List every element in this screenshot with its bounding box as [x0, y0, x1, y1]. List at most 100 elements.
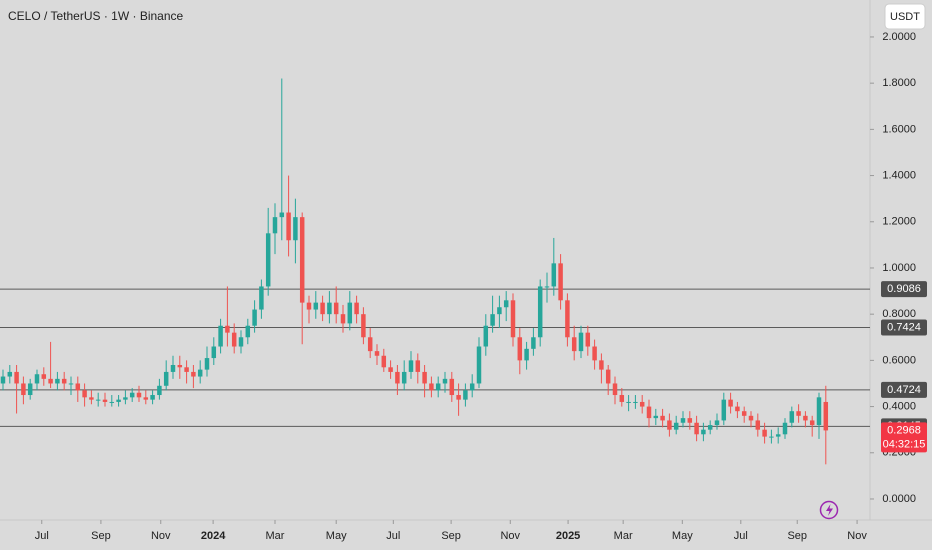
candle-body [286, 212, 291, 241]
candle-body [14, 371, 19, 384]
last-price-label: 0.2968 [887, 424, 921, 436]
candle-body [653, 415, 659, 419]
candle-body [306, 302, 312, 310]
candle-body [633, 401, 638, 403]
candle-body [592, 346, 597, 361]
candle-body [320, 302, 325, 315]
currency-button[interactable] [884, 3, 926, 30]
candle-body [252, 309, 257, 326]
candle-body [279, 212, 285, 218]
candle-body [238, 337, 244, 347]
candle-body [762, 429, 767, 437]
candle-body [75, 383, 81, 391]
candle-body [503, 300, 509, 308]
candle-body [449, 378, 455, 396]
x-tick-label: Mar [614, 530, 633, 542]
candle-body [463, 390, 468, 400]
chart-title: CELO / TetherUS · 1W · Binance [8, 9, 184, 23]
candle-body [150, 395, 155, 400]
candle-body [571, 337, 577, 352]
candle-body [714, 420, 720, 426]
currency-button-label[interactable]: USDT [890, 11, 920, 23]
candle-body [517, 337, 523, 361]
candle-body [823, 401, 829, 431]
x-tick-label: 2024 [201, 530, 226, 542]
candle-body [211, 346, 217, 359]
y-tick-label: 0.6000 [882, 354, 916, 366]
x-tick-label: Jul [35, 530, 49, 542]
candle-body [585, 332, 591, 347]
candle-body [89, 397, 94, 400]
candle-body [599, 360, 604, 370]
candle-body [21, 383, 26, 396]
candle-body [41, 374, 47, 379]
candle-body [673, 422, 679, 430]
candle-body [469, 383, 475, 391]
candle-body [0, 376, 6, 384]
candle-body [109, 401, 115, 403]
candle-body [163, 371, 169, 386]
candle-body [68, 383, 74, 385]
candle-body [218, 325, 223, 347]
candle-body [735, 406, 740, 412]
candle-body [701, 429, 706, 435]
candle-body [245, 325, 251, 338]
candle-body [789, 411, 795, 423]
candle-body [327, 302, 332, 315]
price-line-label-box [881, 381, 927, 398]
x-tick-label: Nov [500, 530, 520, 542]
candle-body [354, 302, 359, 315]
candle-body [361, 314, 366, 338]
x-tick-label: Nov [151, 530, 171, 542]
candle-body [687, 418, 693, 423]
candle-body [129, 392, 135, 398]
candle-body [816, 397, 822, 426]
candle-body [7, 371, 13, 377]
candle-body [422, 371, 427, 384]
candle-body [435, 383, 441, 391]
x-tick-label: Jul [386, 530, 400, 542]
candle-body [524, 348, 529, 361]
y-tick-label: 1.2000 [882, 216, 916, 228]
price-line-label: 0.9086 [887, 283, 921, 295]
candle-body [340, 314, 346, 324]
candle-body [803, 415, 808, 421]
candle-body [204, 358, 210, 370]
y-tick-label: 1.0000 [882, 262, 916, 274]
candle-body [497, 307, 502, 315]
x-tick-label: Sep [91, 530, 111, 542]
countdown-label: 04:32:15 [883, 438, 926, 450]
candle-body [82, 390, 87, 398]
candle-body [143, 397, 149, 400]
last-price-box [881, 422, 927, 453]
candle-body [34, 374, 40, 384]
candle-body [667, 420, 672, 430]
candle-body [27, 383, 33, 396]
candle-body [395, 371, 400, 384]
candle-body [782, 422, 788, 435]
candle-body [537, 286, 543, 338]
candle-body [265, 233, 271, 287]
candle-body [299, 217, 305, 303]
candle-body [231, 332, 237, 347]
y-tick-label: 1.8000 [882, 77, 916, 89]
candle-body [694, 422, 699, 435]
candle-body [259, 286, 264, 310]
x-tick-label: Nov [847, 530, 867, 542]
lightning-icon[interactable] [819, 500, 839, 520]
candle-body [707, 425, 713, 430]
y-tick-label: 1.6000 [882, 123, 916, 135]
y-tick-label: 0.4000 [882, 400, 916, 412]
y-tick-label: 0.8000 [882, 308, 916, 320]
candle-body [177, 364, 183, 368]
candle-body [565, 300, 570, 338]
candle-body [619, 395, 625, 402]
y-tick-label: 2.0000 [882, 31, 916, 43]
candle-body [809, 420, 815, 426]
candle-body [660, 415, 665, 421]
candle-body [531, 337, 536, 349]
candle-body [374, 351, 380, 356]
candle-body [558, 263, 563, 301]
price-line-label: 0.7424 [887, 321, 921, 333]
y-tick-label: 1.4000 [882, 169, 916, 181]
